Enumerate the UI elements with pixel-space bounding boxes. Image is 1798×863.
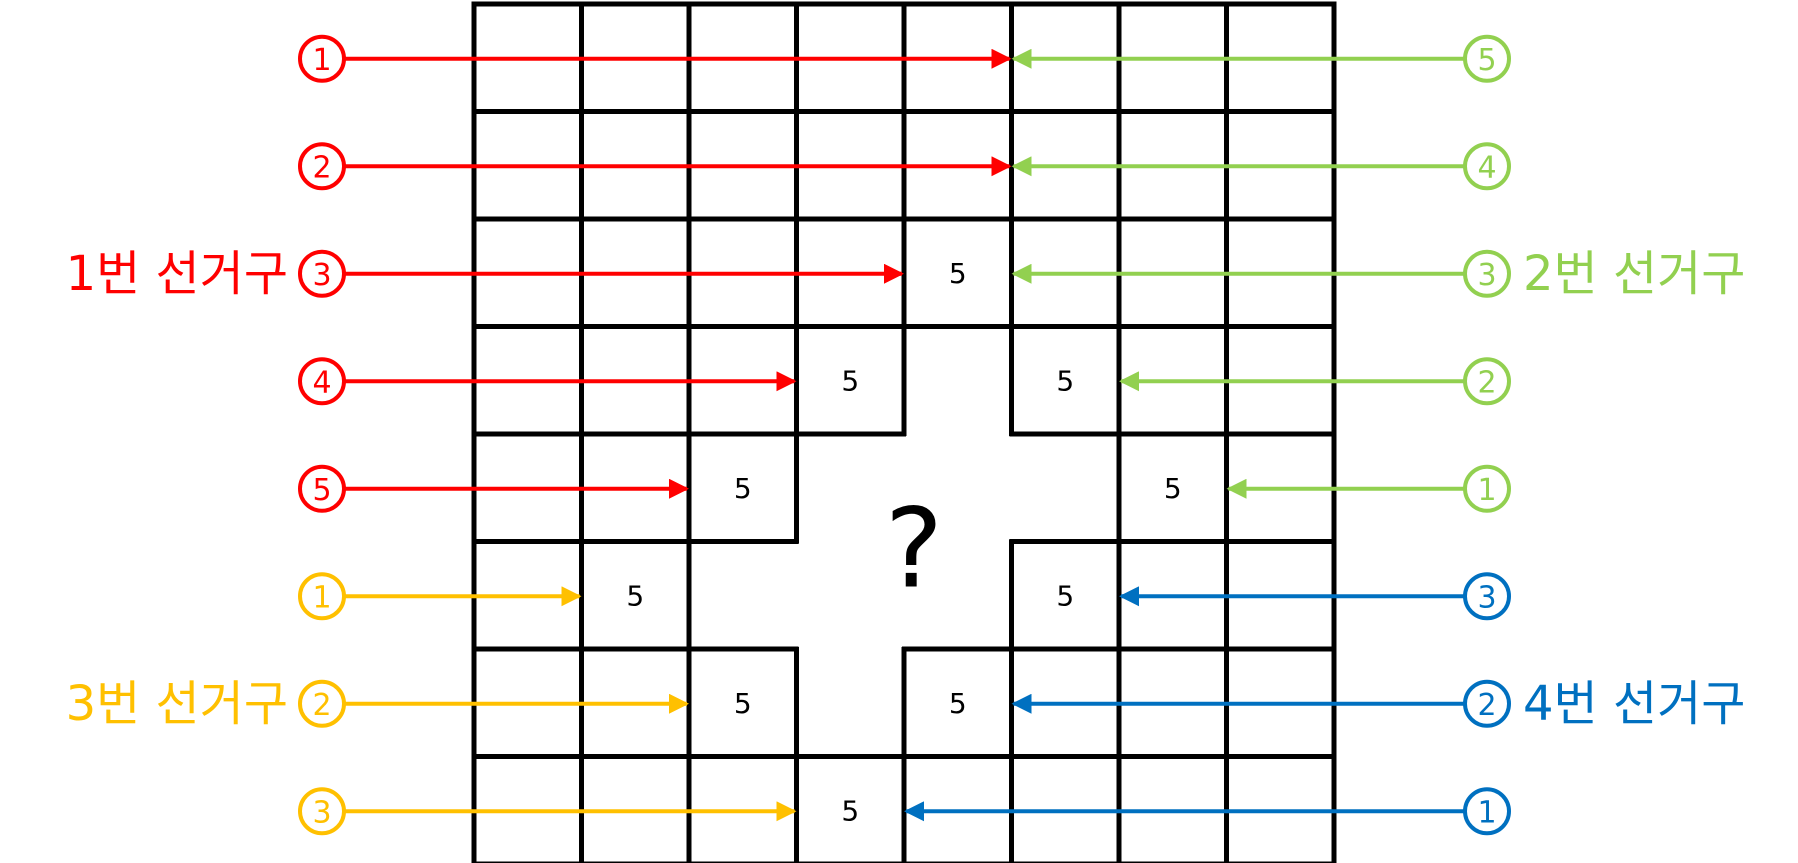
badge-circle (1463, 142, 1511, 191)
badge-circle (298, 572, 346, 621)
unknown-symbol: ? (885, 485, 943, 613)
badge-circle (298, 679, 346, 728)
grid (471, 1, 1337, 863)
badge-number: 3 (1477, 580, 1496, 615)
district-label: 4번 선거구 (1523, 676, 1745, 732)
badge-circle (298, 787, 346, 836)
badge: 2 (298, 142, 346, 191)
cell-value: 5 (1056, 579, 1074, 612)
badge-number: 1 (1477, 795, 1496, 830)
district-label: 1번 선거구 (66, 246, 288, 302)
badge-number: 4 (1477, 150, 1496, 185)
badge: 2 (1463, 357, 1511, 406)
badge: 3 (298, 249, 346, 298)
district-badges: 1 2 3 4 5 5 4 3 2 1 1 2 3 3 2 1 (298, 34, 1511, 836)
cell-value: 5 (949, 257, 967, 290)
badge: 1 (1463, 787, 1511, 836)
badge: 1 (1463, 464, 1511, 513)
badge: 5 (1463, 34, 1511, 83)
badge: 2 (1463, 679, 1511, 728)
cell-value: 5 (949, 687, 967, 720)
district-label: 2번 선거구 (1523, 246, 1745, 302)
badge-circle (298, 464, 346, 513)
badge-number: 3 (312, 258, 331, 293)
badge: 2 (298, 679, 346, 728)
cell-value: 5 (1164, 472, 1182, 505)
badge-number: 1 (312, 43, 331, 78)
badge-circle (1463, 787, 1511, 836)
badge-circle (1463, 357, 1511, 406)
badge: 3 (1463, 572, 1511, 621)
cell-value: 5 (841, 794, 859, 827)
badge-number: 3 (312, 795, 331, 830)
badge-circle (298, 34, 346, 83)
arrows (344, 48, 1465, 822)
cell-value: 5 (1056, 364, 1074, 397)
badge-number: 5 (312, 473, 331, 508)
badge-number: 4 (312, 365, 331, 400)
badge-circle (298, 249, 346, 298)
badge: 3 (298, 787, 346, 836)
badge-circle (298, 357, 346, 406)
cell-value: 5 (734, 472, 752, 505)
badge: 1 (298, 572, 346, 621)
badge-circle (1463, 572, 1511, 621)
badge-number: 3 (1477, 258, 1496, 293)
cell-value: 5 (626, 579, 644, 612)
cell-value: 5 (734, 687, 752, 720)
badge-number: 2 (1477, 365, 1496, 400)
badge-circle (1463, 249, 1511, 298)
badge: 4 (1463, 142, 1511, 191)
badge: 3 (1463, 249, 1511, 298)
cell-value: 5 (841, 364, 859, 397)
badge: 1 (298, 34, 346, 83)
cell-values: 5 5 5 5 5 5 5 5 5 5? (626, 257, 1181, 828)
badge-number: 5 (1477, 43, 1496, 78)
badge-number: 2 (312, 150, 331, 185)
badge-circle (1463, 464, 1511, 513)
badge-number: 1 (312, 580, 331, 615)
badge-circle (1463, 679, 1511, 728)
district-label: 3번 선거구 (66, 676, 288, 732)
badge-number: 1 (1477, 473, 1496, 508)
badge: 4 (298, 357, 346, 406)
badge-number: 2 (312, 688, 331, 723)
badge-circle (298, 142, 346, 191)
badge: 5 (298, 464, 346, 513)
badge-circle (1463, 34, 1511, 83)
badge-number: 2 (1477, 688, 1496, 723)
district-labels: 1번 선거구 2번 선거구 3번 선거구 4번 선거구 (66, 246, 1746, 732)
